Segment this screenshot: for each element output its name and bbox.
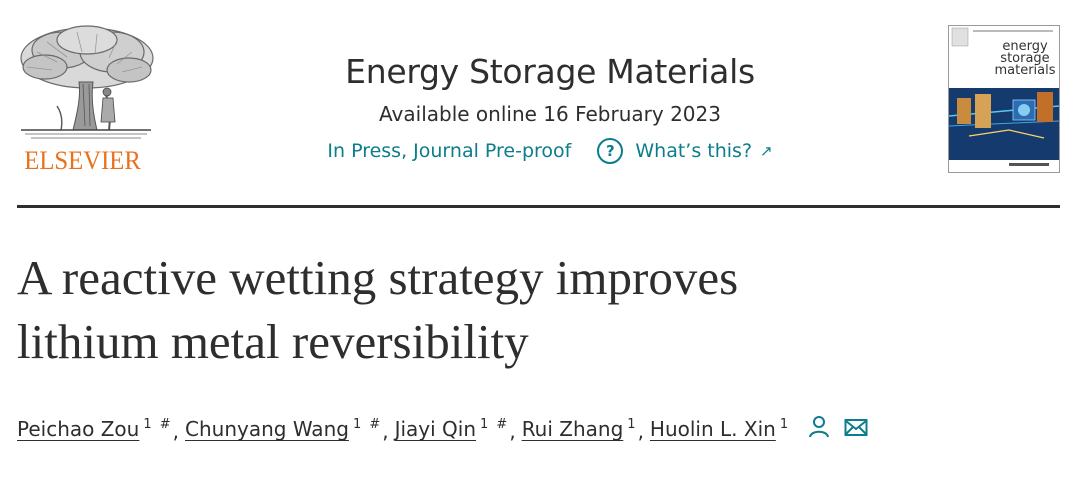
author-affiliation-marker: 1 # xyxy=(143,417,173,432)
journal-cover-image[interactable]: energy storage materials xyxy=(948,25,1060,173)
author-separator: , xyxy=(637,419,644,443)
article-title: A reactive wetting strategy improves lit… xyxy=(17,246,1060,374)
journal-cover-art: energy storage materials xyxy=(949,26,1059,172)
author-name[interactable]: Chunyang Wang xyxy=(185,417,349,441)
cover-title-line2: storage xyxy=(1000,51,1049,66)
author-affiliation-marker: 1 xyxy=(779,417,791,432)
author-name[interactable]: Jiayi Qin xyxy=(394,417,477,441)
header-divider xyxy=(17,205,1060,208)
question-circle-icon[interactable]: ? xyxy=(597,138,624,164)
author-affiliation-marker: 1 xyxy=(627,417,638,432)
elsevier-tree-logo-icon xyxy=(20,25,154,139)
author-link[interactable]: Peichao Zou 1 # xyxy=(17,411,173,451)
publisher-name: ELSEVIER xyxy=(24,146,141,175)
article-title-line1: A reactive wetting strategy improves xyxy=(17,250,739,305)
author-link[interactable]: Jiayi Qin 1 # xyxy=(395,411,510,451)
cover-title-line3: materials xyxy=(994,63,1055,78)
author-name[interactable]: Peichao Zou xyxy=(17,417,140,441)
author-link[interactable]: Huolin L. Xin 1 xyxy=(650,411,790,451)
publisher-logo[interactable]: ELSEVIER xyxy=(17,22,155,182)
online-date: Available online 16 February 2023 xyxy=(379,102,721,126)
external-link-icon: ↗ xyxy=(760,142,773,160)
person-icon[interactable] xyxy=(808,413,830,449)
journal-info: Energy Storage Materials Available onlin… xyxy=(250,50,850,164)
author-name[interactable]: Huolin L. Xin xyxy=(649,417,776,441)
author-link[interactable]: Chunyang Wang 1 # xyxy=(185,411,382,451)
cover-title-line1: energy xyxy=(1002,39,1048,54)
author-separator: , xyxy=(172,419,179,443)
whats-this-link[interactable]: What’s this? xyxy=(635,140,753,162)
journal-title[interactable]: Energy Storage Materials xyxy=(345,52,755,91)
author-separator: , xyxy=(382,419,389,443)
author-list: Peichao Zou 1 # , Chunyang Wang 1 # , Ji… xyxy=(17,413,1060,449)
status-row: In Press, Journal Pre-proof ? What’s thi… xyxy=(250,138,850,164)
author-affiliation-marker: 1 # xyxy=(352,417,383,432)
envelope-icon[interactable] xyxy=(844,413,868,449)
author-affiliation-marker: 1 # xyxy=(480,417,510,432)
author-separator: , xyxy=(509,419,516,443)
article-header: ELSEVIER Energy Storage Materials Availa… xyxy=(0,0,1080,206)
article-title-line2: lithium metal reversibility xyxy=(17,314,529,369)
author-icons xyxy=(808,413,868,449)
in-press-link[interactable]: In Press, Journal Pre-proof xyxy=(327,140,572,162)
author-name[interactable]: Rui Zhang xyxy=(521,417,624,441)
author-link[interactable]: Rui Zhang 1 xyxy=(522,411,638,451)
